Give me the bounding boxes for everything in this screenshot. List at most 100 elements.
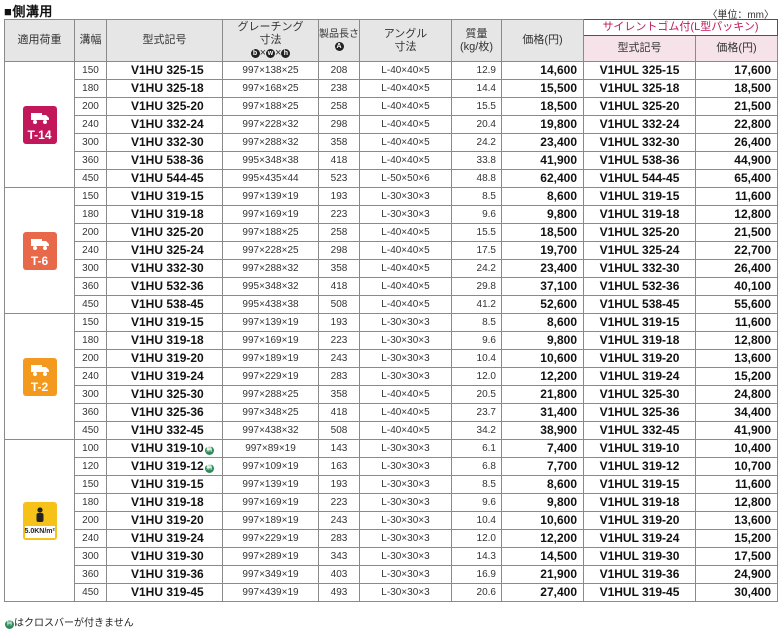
angle-cell: L-40×40×5	[359, 151, 452, 170]
grating-size-cell: 997×229×19	[222, 367, 319, 386]
table-row: 450 V1HU 544-45 995×435×44 523 L-50×50×6 48.8…	[5, 169, 778, 188]
model-code: V1HU 538-45	[131, 297, 204, 311]
silent-model-cell: V1HUL 319-18	[583, 331, 696, 350]
silent-price-cell: 13,600	[695, 349, 778, 368]
weight-cell: 16.9	[451, 565, 502, 584]
width-cell: 150	[74, 187, 107, 206]
length-cell: 258	[318, 223, 360, 242]
silent-model-cell: V1HUL 538-36	[583, 151, 696, 170]
width-cell: 200	[74, 511, 107, 530]
table-row: 300 V1HU 325-30 997×288×25 358 L-40×40×5 20.5…	[5, 385, 778, 404]
price-cell: 37,100	[501, 277, 584, 296]
width-cell: 450	[74, 169, 107, 188]
angle-cell: L-30×30×3	[359, 511, 452, 530]
silent-model-cell: V1HUL 319-15	[583, 313, 696, 332]
table-row: 360 V1HU 532-36 995×348×32 418 L-40×40×5 29.8…	[5, 277, 778, 296]
price-cell: 21,800	[501, 385, 584, 404]
silent-model-cell: V1HUL 332-45	[583, 421, 696, 440]
silent-price-cell: 22,800	[695, 115, 778, 134]
model-code: V1HU 325-15	[131, 63, 204, 77]
length-cell: 238	[318, 79, 360, 98]
length-cell: 163	[318, 457, 360, 476]
price-cell: 21,900	[501, 565, 584, 584]
angle-cell: L-30×30×3	[359, 529, 452, 548]
table-row: 450 V1HU 332-45 997×438×32 508 L-40×40×5 34.2…	[5, 421, 778, 440]
unit-note: 〈単位：mm〉	[707, 10, 774, 21]
model-code: V1HU 332-30	[131, 135, 204, 149]
width-cell: 180	[74, 331, 107, 350]
price-cell: 18,500	[501, 97, 584, 116]
grating-size-cell: 997×139×19	[222, 187, 319, 206]
truck-load-icon: T-6	[22, 231, 57, 270]
model-code: V1HU 325-20	[131, 99, 204, 113]
grating-size-cell: 997×188×25	[222, 223, 319, 242]
grating-size-cell: 997×169×19	[222, 205, 319, 224]
grating-size-cell: 997×229×19	[222, 529, 319, 548]
header-width: 溝幅	[74, 19, 107, 62]
model-code: V1HU 319-18	[131, 495, 204, 509]
model-cell: V1HU 538-45	[106, 295, 223, 314]
length-cell: 243	[318, 349, 360, 368]
price-cell: 23,400	[501, 133, 584, 152]
weight-cell: 8.5	[451, 187, 502, 206]
silent-price-cell: 26,400	[695, 133, 778, 152]
header-silent-model: 型式記号	[583, 35, 696, 62]
grating-size-cell: 997×89×19	[222, 439, 319, 458]
silent-model-cell: V1HUL 325-15	[583, 61, 696, 80]
price-cell: 52,600	[501, 295, 584, 314]
table-row: 200 V1HU 325-20 997×188×25 258 L-40×40×5 15.5…	[5, 223, 778, 242]
weight-cell: 17.5	[451, 241, 502, 260]
table-row: 360 V1HU 325-36 997×348×25 418 L-40×40×5 23.7…	[5, 403, 778, 422]
length-cell: 208	[318, 61, 360, 80]
grating-size-cell: 997×188×25	[222, 97, 319, 116]
load-class-label: T-6	[30, 253, 49, 268]
weight-cell: 23.7	[451, 403, 502, 422]
price-cell: 19,800	[501, 115, 584, 134]
angle-cell: L-30×30×3	[359, 367, 452, 386]
width-cell: 200	[74, 349, 107, 368]
price-cell: 8,600	[501, 187, 584, 206]
silent-price-cell: 41,900	[695, 421, 778, 440]
grating-size-cell: 997×169×19	[222, 331, 319, 350]
price-cell: 62,400	[501, 169, 584, 188]
weight-cell: 20.4	[451, 115, 502, 134]
weight-cell: 10.4	[451, 349, 502, 368]
table-row: 5.0KN/m² 100 V1HU 319-10 無 997×89×19 143 L-30×…	[4, 439, 778, 602]
length-cell: 403	[318, 565, 360, 584]
width-cell: 240	[74, 115, 107, 134]
model-cell: V1HU 332-45	[106, 421, 223, 440]
angle-cell: L-30×30×3	[359, 349, 452, 368]
model-code: V1HU 319-15	[131, 189, 204, 203]
truck-load-icon: T-14	[22, 105, 57, 144]
weight-cell: 9.6	[451, 205, 502, 224]
model-code: V1HU 319-30	[131, 549, 204, 563]
silent-price-cell: 26,400	[695, 259, 778, 278]
weight-cell: 14.3	[451, 547, 502, 566]
silent-price-cell: 17,500	[695, 547, 778, 566]
model-cell: V1HU 319-15	[106, 313, 223, 332]
price-cell: 12,200	[501, 529, 584, 548]
model-cell: V1HU 319-20	[106, 511, 223, 530]
header-angle-label: アングル寸法	[383, 27, 428, 53]
table-row: 120 V1HU 319-12 無 997×109×19 163 L-30×30×3 6.8…	[5, 457, 778, 476]
length-cell: 193	[318, 313, 360, 332]
load-class-label: T-14	[27, 127, 52, 142]
width-cell: 360	[74, 403, 107, 422]
angle-cell: L-30×30×3	[359, 493, 452, 512]
width-cell: 300	[74, 259, 107, 278]
price-cell: 10,600	[501, 511, 584, 530]
angle-cell: L-40×40×5	[359, 223, 452, 242]
width-cell: 360	[74, 565, 107, 584]
weight-cell: 20.6	[451, 583, 502, 602]
grating-size-cell: 997×289×19	[222, 547, 319, 566]
silent-price-cell: 24,900	[695, 565, 778, 584]
silent-model-cell: V1HUL 538-45	[583, 295, 696, 314]
angle-cell: L-30×30×3	[359, 331, 452, 350]
table-row: 300 V1HU 332-30 997×288×32 358 L-40×40×5 24.2…	[5, 259, 778, 278]
model-cell: V1HU 319-24	[106, 529, 223, 548]
model-code: V1HU 325-36	[131, 405, 204, 419]
model-cell: V1HU 538-36	[106, 151, 223, 170]
silent-model-cell: V1HUL 319-36	[583, 565, 696, 584]
truck-load-icon: T-2	[22, 357, 57, 396]
dim-mark-b: b	[250, 48, 260, 58]
